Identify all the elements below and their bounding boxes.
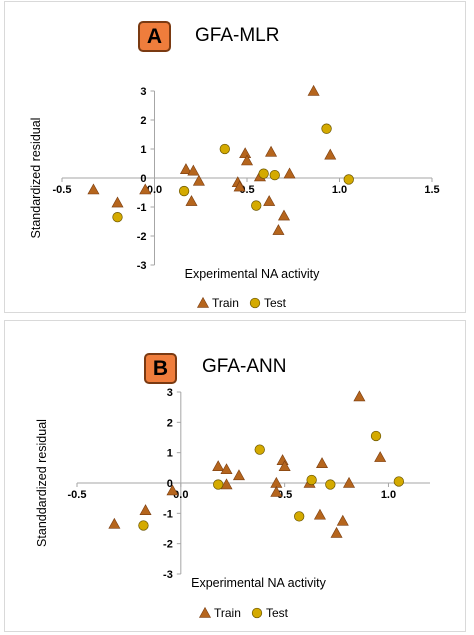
panel-b-badge: B	[144, 353, 177, 384]
legend-test-label: Test	[266, 606, 289, 620]
x-tick-label: 0.5	[277, 489, 292, 501]
test-point	[251, 200, 262, 211]
legend-train-marker	[196, 296, 210, 308]
train-point	[343, 476, 356, 488]
test-point	[219, 143, 230, 155]
train-point	[139, 183, 152, 195]
train-point	[263, 195, 276, 206]
train-point	[283, 167, 296, 179]
y-tick-label: 0	[140, 173, 146, 185]
test-point	[393, 476, 405, 487]
legend-test-marker	[251, 607, 263, 619]
train-point	[277, 209, 291, 221]
x-tick-label: -0.5	[68, 489, 87, 501]
test-point	[294, 511, 305, 522]
train-point	[220, 478, 233, 490]
y-tick-label: 2	[167, 417, 173, 429]
test-point	[370, 430, 382, 442]
test-point	[321, 123, 332, 134]
legend-train-marker	[198, 606, 212, 618]
test-point	[258, 168, 269, 179]
train-point	[272, 224, 285, 235]
train-point	[233, 180, 246, 192]
train-point	[353, 390, 366, 402]
x-axis-title: Experimental NA activity	[185, 267, 321, 281]
panel-b: B GFA-ANN -0.5 0.0 0.5 1.0 -3 -2 -1 0 1 2 3 Experim…	[0, 319, 474, 635]
train-point	[179, 163, 192, 174]
train-point	[330, 526, 343, 538]
panel-a-frame	[4, 1, 466, 313]
test-point	[138, 520, 149, 531]
y-tick-label: 3	[140, 86, 146, 98]
x-tick-label: 0.0	[147, 184, 162, 196]
panel-b-frame	[4, 320, 466, 632]
y-tick-label: 1	[167, 448, 173, 460]
train-point	[212, 460, 225, 472]
legend-test-label: Test	[264, 296, 287, 310]
y-axis-title: Standdardized residual	[35, 419, 49, 547]
y-tick-label: -2	[163, 539, 173, 551]
train-point	[270, 476, 283, 488]
y-tick-label: 3	[167, 387, 173, 399]
train-point	[185, 195, 198, 206]
train-point	[307, 84, 320, 96]
train-point	[187, 164, 200, 176]
train-point	[316, 457, 329, 468]
train-point	[139, 504, 152, 515]
train-point	[108, 517, 121, 529]
train-point	[111, 196, 124, 208]
y-tick-label: -2	[137, 231, 147, 243]
train-point	[374, 451, 387, 462]
y-tick-label: 0	[167, 478, 173, 490]
y-axis-title: Standardized residual	[29, 118, 43, 239]
test-point	[178, 185, 190, 197]
x-tick-label: 0.0	[173, 489, 188, 501]
y-tick-label: -3	[137, 260, 147, 272]
legend-train-label: Train	[214, 606, 241, 620]
train-point	[278, 460, 291, 472]
panel-a-badge: A	[138, 21, 171, 52]
x-tick-label: -0.5	[53, 184, 72, 196]
y-tick-label: -3	[163, 569, 173, 581]
legend-test-marker	[249, 297, 261, 309]
train-point	[276, 454, 289, 465]
train-point	[192, 174, 205, 186]
test-point	[325, 479, 336, 490]
test-point	[254, 444, 265, 455]
test-point	[343, 174, 354, 185]
train-point	[87, 183, 100, 195]
x-tick-label: 1.0	[332, 184, 347, 196]
test-point	[269, 169, 280, 181]
train-point	[166, 484, 179, 496]
train-point	[313, 508, 326, 520]
x-axis-title: Experimental NA activity	[191, 576, 327, 590]
panel-a-title: GFA-MLR	[195, 25, 280, 46]
test-point	[112, 211, 123, 223]
train-point	[220, 463, 233, 475]
test-point	[306, 474, 317, 486]
y-tick-label: -1	[137, 202, 147, 214]
train-point	[265, 145, 278, 157]
train-point	[270, 485, 283, 497]
train-point	[232, 469, 245, 481]
x-tick-label: 1.0	[381, 489, 396, 501]
panel-a: A GFA-MLR -0.5 0.0 0.5 1.0 1.5 -3 -2 -1 0 1 2 3 Expe…	[0, 0, 474, 316]
y-tick-label: 2	[140, 115, 146, 127]
panel-b-title: GFA-ANN	[202, 356, 287, 377]
x-tick-label: 1.5	[424, 184, 439, 196]
chart-b: -0.5 0.0 0.5 1.0 -3 -2 -1 0 1 2 3 Experimental NA a…	[35, 387, 430, 620]
test-point	[213, 479, 224, 490]
train-point	[239, 147, 252, 159]
train-point	[324, 148, 337, 160]
legend-train-label: Train	[212, 296, 239, 310]
train-point	[240, 154, 254, 166]
train-point	[336, 514, 349, 526]
y-tick-label: -1	[163, 508, 173, 520]
y-tick-label: 1	[140, 144, 146, 156]
